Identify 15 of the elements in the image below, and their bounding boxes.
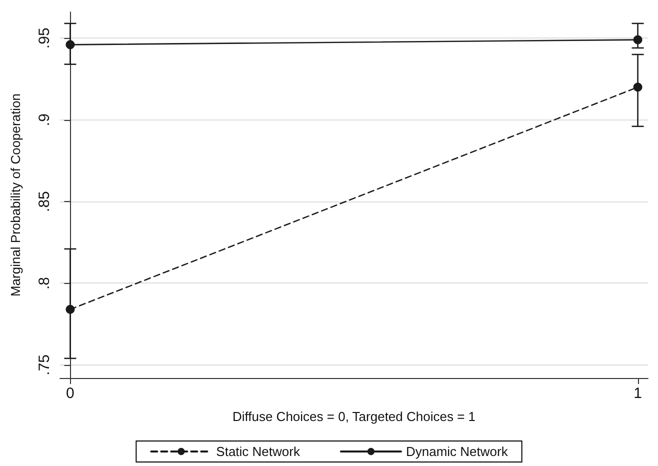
- y-tick-label: .8: [36, 276, 53, 290]
- point: [633, 35, 642, 44]
- point: [66, 40, 75, 50]
- point: [66, 304, 75, 314]
- y-tick-label: .9: [36, 114, 53, 126]
- y-tick-label: .95: [36, 28, 53, 49]
- y-tick-label: .75: [36, 354, 53, 376]
- x-tick-label: 1: [634, 385, 642, 402]
- legend-label: Static Network: [216, 444, 300, 459]
- x-axis-title: Diffuse Choices = 0, Targeted Choices = 1: [232, 409, 476, 424]
- y-tick-label: .85: [36, 191, 53, 212]
- y-axis-title: Marginal Probability of Cooperation: [8, 93, 23, 297]
- x-tick-label: 0: [66, 385, 74, 402]
- legend-label: Dynamic Network: [406, 444, 508, 459]
- point: [633, 82, 642, 92]
